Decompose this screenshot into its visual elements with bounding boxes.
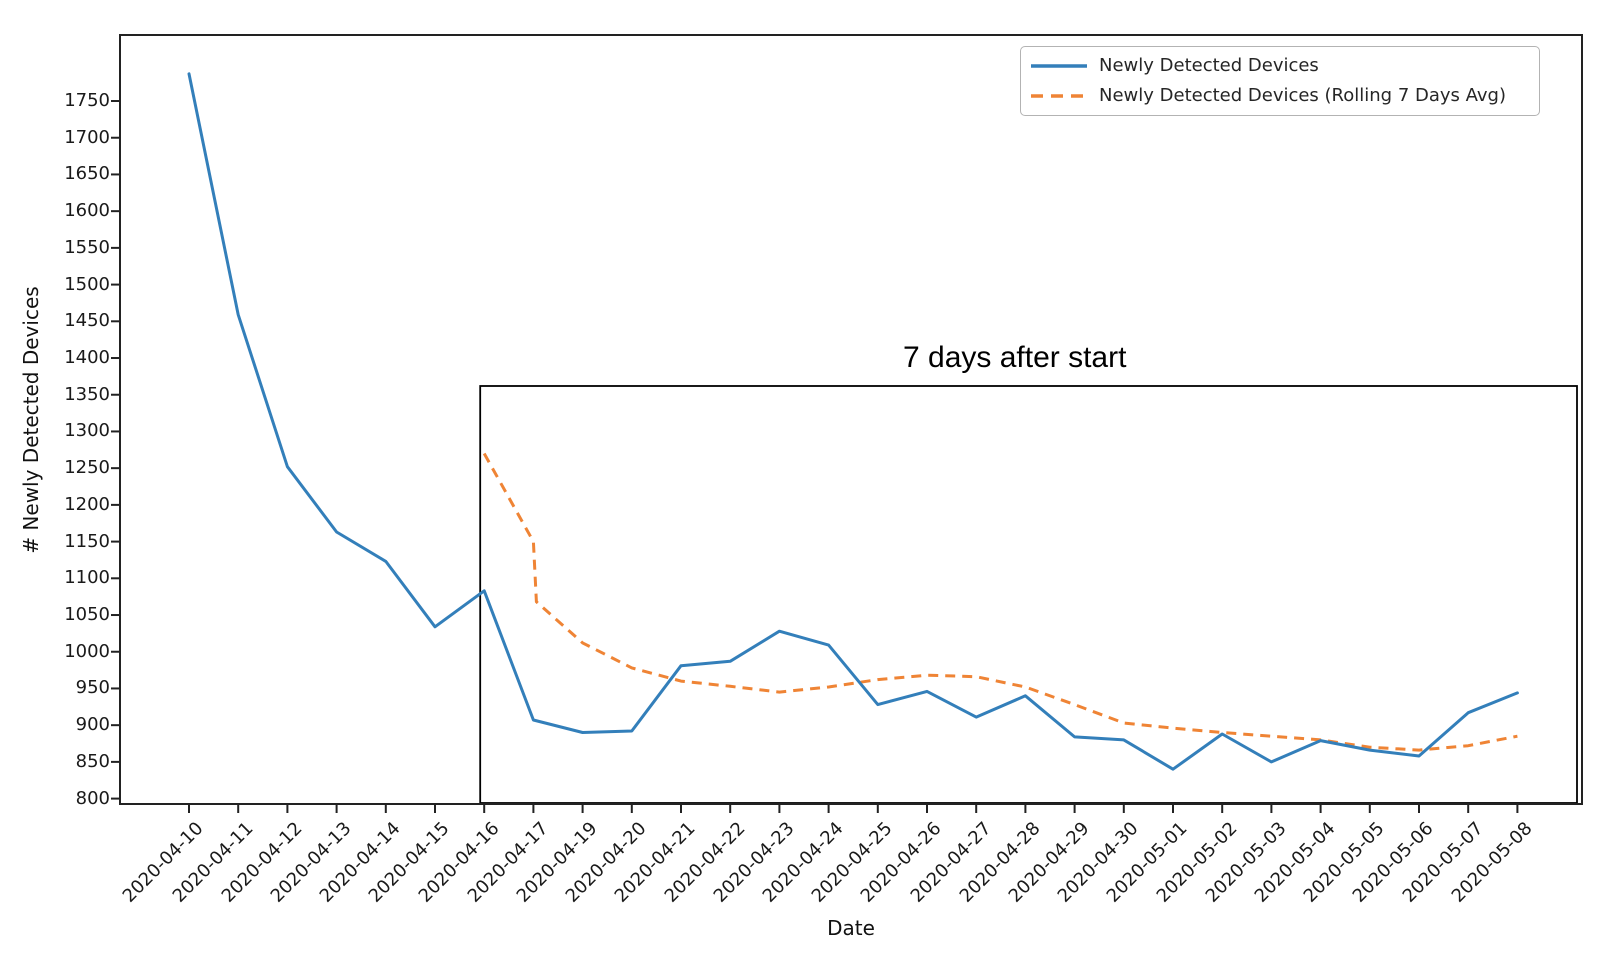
y-tick-label-850: 850 [75,750,110,772]
y-tick-label-1150: 1150 [64,530,110,552]
annotation-label: 7 days after start [903,341,1127,374]
y-tick-label-1650: 1650 [64,163,110,185]
legend-item-rolling-avg: Newly Detected Devices (Rolling 7 Days A… [1031,84,1529,108]
y-tick-label-800: 800 [75,787,110,809]
legend-line-solid-icon [1031,64,1087,68]
y-tick-label-1750: 1750 [64,90,110,111]
y-tick-label-1550: 1550 [64,236,110,258]
y-tick-label-1350: 1350 [64,383,110,405]
plot-frame [119,34,1583,805]
y-tick-label-950: 950 [75,677,110,699]
y-tick-label-1400: 1400 [64,347,110,369]
y-tick-label-1100: 1100 [64,567,110,589]
series-devices-line [187,72,1519,771]
legend: Newly Detected Devices Newly Detected De… [1020,46,1540,116]
y-tick-label-900: 900 [75,714,110,736]
y-tick-label-1200: 1200 [64,493,110,515]
y-tick-label-1300: 1300 [64,420,110,442]
annotation-box [479,385,1578,804]
legend-line-dashed-icon [1031,94,1087,98]
x-axis-title: Date [827,916,875,940]
y-tick-label-1600: 1600 [64,200,110,222]
y-tick-label-1000: 1000 [64,640,110,662]
legend-label-devices: Newly Detected Devices [1099,55,1319,76]
y-tick-label-1050: 1050 [64,604,110,626]
y-tick-label-1500: 1500 [64,273,110,295]
legend-item-devices: Newly Detected Devices [1031,54,1529,78]
y-tick-label-1250: 1250 [64,457,110,479]
y-tick-label-1700: 1700 [64,126,110,148]
legend-label-rolling-avg: Newly Detected Devices (Rolling 7 Days A… [1099,85,1507,106]
y-tick-label-1450: 1450 [64,310,110,332]
